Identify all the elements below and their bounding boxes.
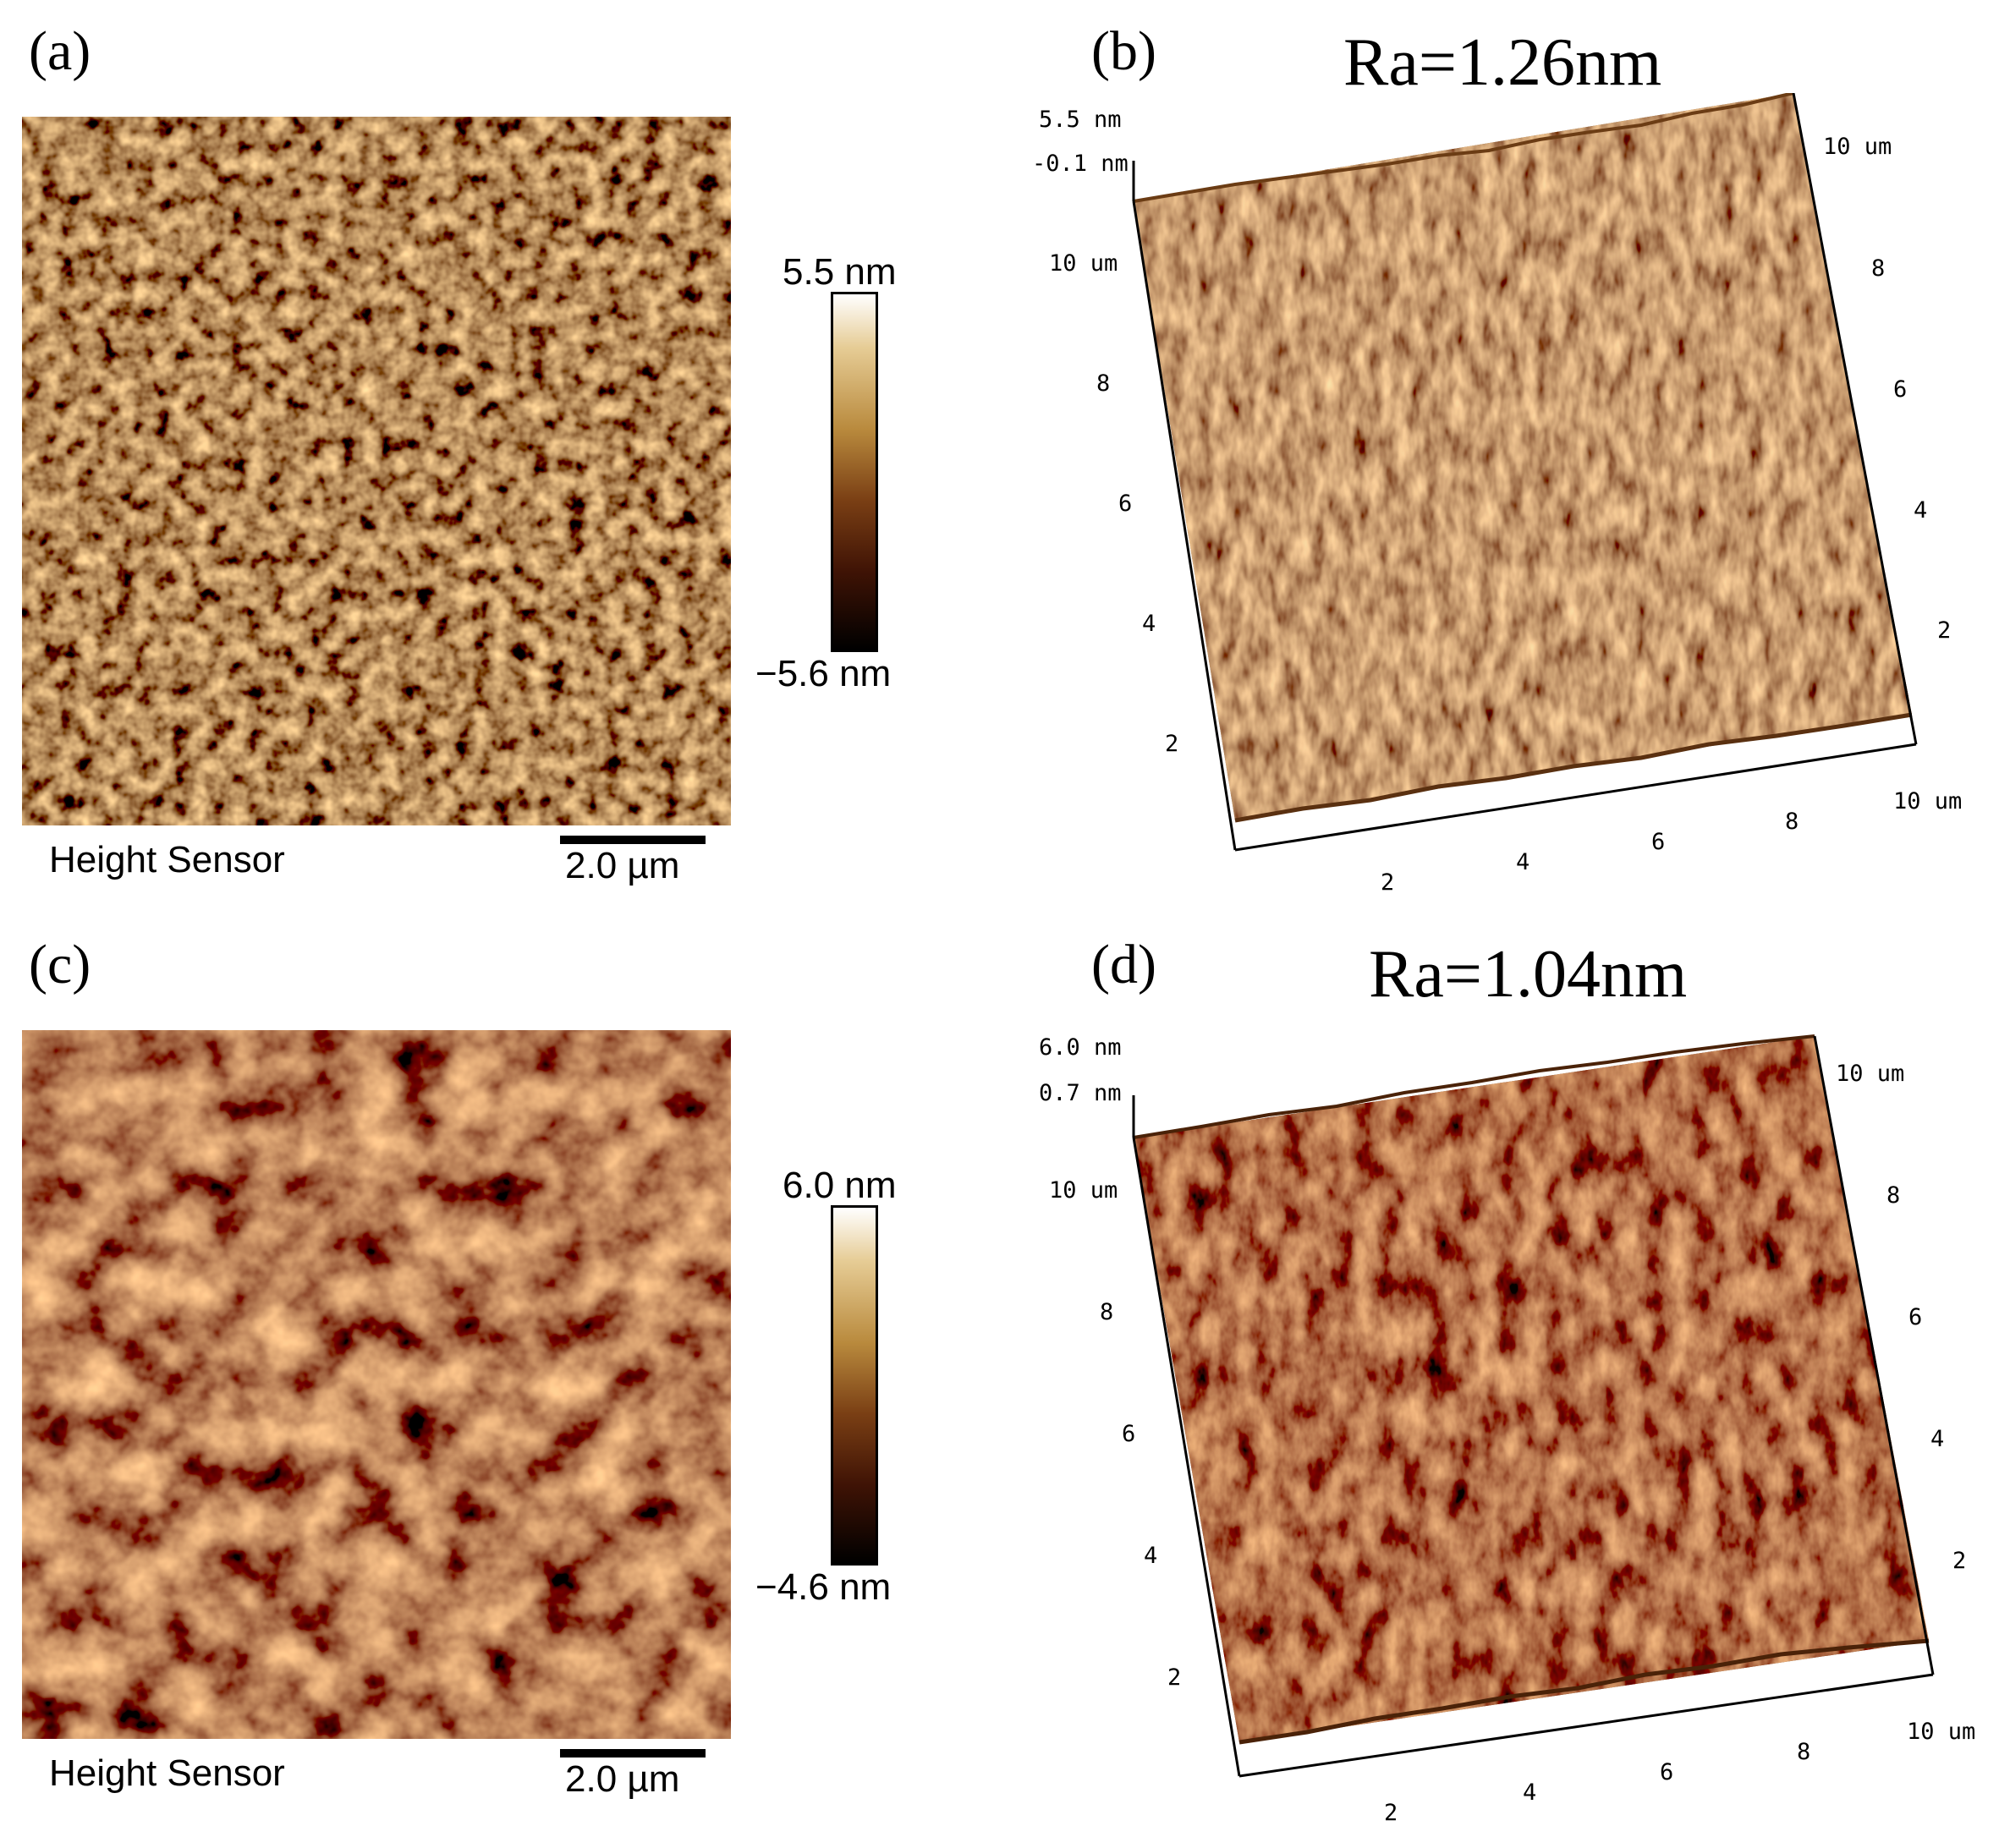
- right-axis-tick-d-10: 10 um: [1836, 1061, 1905, 1087]
- scalebar-a: [560, 836, 706, 844]
- left-axis-tick-d-6: 6: [1122, 1421, 1136, 1447]
- panel-d-label: (d): [1091, 934, 1156, 995]
- colorbar-max-label-c: 6.0 nm: [783, 1165, 897, 1206]
- right-axis-tick-b-4: 4: [1914, 497, 1928, 524]
- bottom-axis-tick-d-10: 10 um: [1907, 1719, 1976, 1745]
- panel-b-label: (b): [1091, 20, 1156, 82]
- bottom-axis-tick-b-4: 4: [1516, 849, 1530, 875]
- right-axis-tick-d-8: 8: [1886, 1182, 1901, 1209]
- z-max-label-d: 6.0 nm: [1039, 1034, 1122, 1061]
- surface-3d-view-d: [1132, 1034, 1935, 1778]
- colorbar-min-label-a: −5.6 nm: [755, 653, 892, 694]
- surface-3d-view-b: [1132, 93, 1918, 852]
- roughness-title-d: Ra=1.04nm: [1369, 937, 1688, 1012]
- right-axis-tick-d-6: 6: [1908, 1304, 1923, 1330]
- panel-c-label: (c): [29, 934, 91, 995]
- left-axis-tick-b-4: 4: [1142, 611, 1156, 637]
- scalebar-label-a: 2.0 µm: [565, 845, 680, 886]
- scalebar-label-c: 2.0 µm: [565, 1758, 680, 1800]
- left-axis-tick-b-6: 6: [1118, 491, 1133, 517]
- bottom-axis-tick-b-10: 10 um: [1893, 788, 1963, 814]
- colorbar-min-label-c: −4.6 nm: [755, 1566, 892, 1608]
- bottom-axis-tick-d-2: 2: [1384, 1800, 1398, 1826]
- z-min-label-b: -0.1 nm: [1032, 151, 1129, 177]
- bottom-axis-tick-b-8: 8: [1785, 809, 1799, 835]
- bottom-axis-tick-b-6: 6: [1651, 829, 1666, 855]
- left-axis-tick-d-8: 8: [1100, 1299, 1114, 1325]
- left-axis-tick-b-10: 10 um: [1049, 250, 1118, 277]
- colorbar-max-label-a: 5.5 nm: [783, 251, 897, 293]
- scalebar-c: [560, 1749, 706, 1758]
- right-axis-tick-d-4: 4: [1930, 1426, 1945, 1452]
- height-map-image-a: [22, 117, 731, 825]
- bottom-axis-tick-d-8: 8: [1797, 1739, 1811, 1765]
- roughness-title-b: Ra=1.26nm: [1343, 25, 1662, 100]
- bottom-axis-tick-b-2: 2: [1381, 869, 1395, 896]
- channel-label-c: Height Sensor: [49, 1752, 285, 1794]
- bottom-axis-tick-d-6: 6: [1660, 1759, 1674, 1785]
- z-min-label-d: 0.7 nm: [1039, 1080, 1122, 1106]
- bottom-axis-tick-d-4: 4: [1523, 1779, 1537, 1806]
- z-max-label-b: 5.5 nm: [1039, 107, 1122, 133]
- right-axis-tick-b-6: 6: [1893, 376, 1908, 403]
- channel-label-a: Height Sensor: [49, 839, 285, 880]
- right-axis-tick-b-8: 8: [1871, 255, 1886, 282]
- left-axis-tick-d-10: 10 um: [1049, 1177, 1118, 1204]
- height-map-image-c: [22, 1030, 731, 1739]
- left-axis-tick-d-2: 2: [1167, 1664, 1182, 1691]
- left-axis-tick-b-8: 8: [1096, 370, 1111, 397]
- colorbar-a: [831, 292, 878, 652]
- left-axis-tick-d-4: 4: [1144, 1543, 1158, 1569]
- right-axis-tick-b-10: 10 um: [1823, 134, 1892, 160]
- colorbar-c: [831, 1205, 878, 1566]
- left-axis-tick-b-2: 2: [1165, 731, 1179, 757]
- right-axis-tick-b-2: 2: [1937, 617, 1952, 644]
- right-axis-tick-d-2: 2: [1952, 1548, 1967, 1574]
- panel-a-label: (a): [29, 20, 91, 82]
